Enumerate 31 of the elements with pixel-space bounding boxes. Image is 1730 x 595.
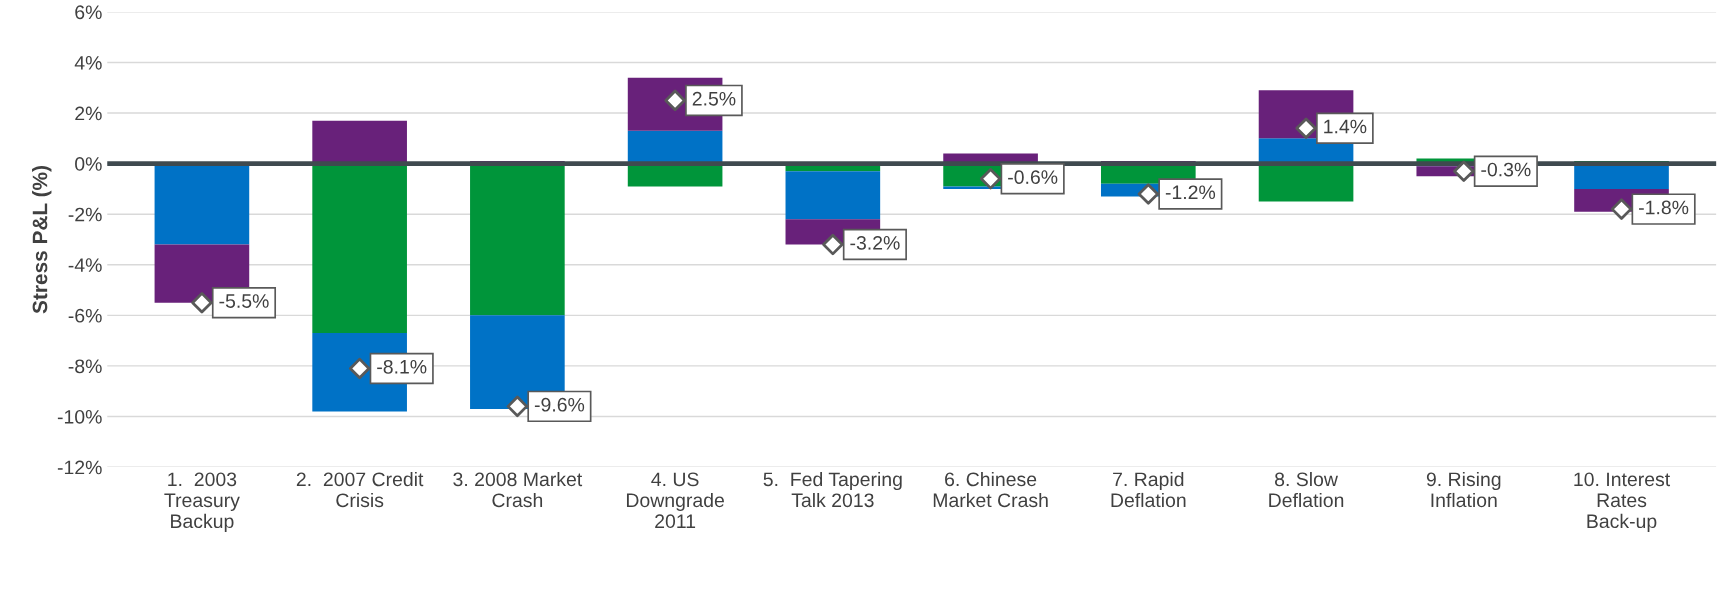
data-label: -1.8% (1639, 200, 1689, 215)
y-tick-label: -4% (68, 258, 102, 272)
data-label: 2.5% (692, 91, 736, 106)
y-axis-title: Stress P&L (%) (32, 166, 52, 314)
x-tick-label: 10. Interest Rates Back-up (1574, 472, 1671, 532)
y-tick-label: 2% (75, 106, 102, 121)
data-label: -0.3% (1481, 162, 1531, 177)
y-tick-label: 6% (75, 5, 102, 20)
x-tick-label: 8. Slow Deflation (1269, 471, 1344, 508)
x-tick-label: 4. US Downgrade 2011 (626, 472, 724, 529)
y-tick-label: 0% (75, 157, 102, 171)
x-tick-label: 1. 2003 Treasury Backup (164, 472, 240, 532)
y-tick-label: -6% (68, 308, 102, 323)
y-tick-label: -12% (57, 460, 102, 475)
data-label: -5.5% (219, 294, 269, 308)
x-tick-label: 7. Rapid Deflation (1111, 471, 1186, 508)
y-tick-label: -8% (68, 359, 102, 374)
x-tick-label: 5. Fed Tapering Talk 2013 (763, 471, 902, 508)
y-tick-label: -2% (68, 207, 102, 222)
x-tick-label: 3. 2008 Market Crash (453, 471, 583, 508)
data-label: -8.1% (377, 359, 427, 374)
data-label: -3.2% (850, 236, 900, 250)
data-label: -1.2% (1165, 185, 1216, 200)
x-tick-label: 9. Rising Inflation (1426, 471, 1501, 508)
x-tick-label: 2. 2007 Credit Crisis (296, 471, 424, 508)
y-tick-label: 4% (74, 56, 102, 70)
x-tick-label: 6. Chinese Market Crash (933, 471, 1048, 508)
data-label: 1.4% (1324, 119, 1367, 134)
data-label: -9.6% (534, 397, 585, 412)
y-tick-label: -10% (57, 409, 102, 424)
data-label: -0.6% (1008, 170, 1058, 185)
